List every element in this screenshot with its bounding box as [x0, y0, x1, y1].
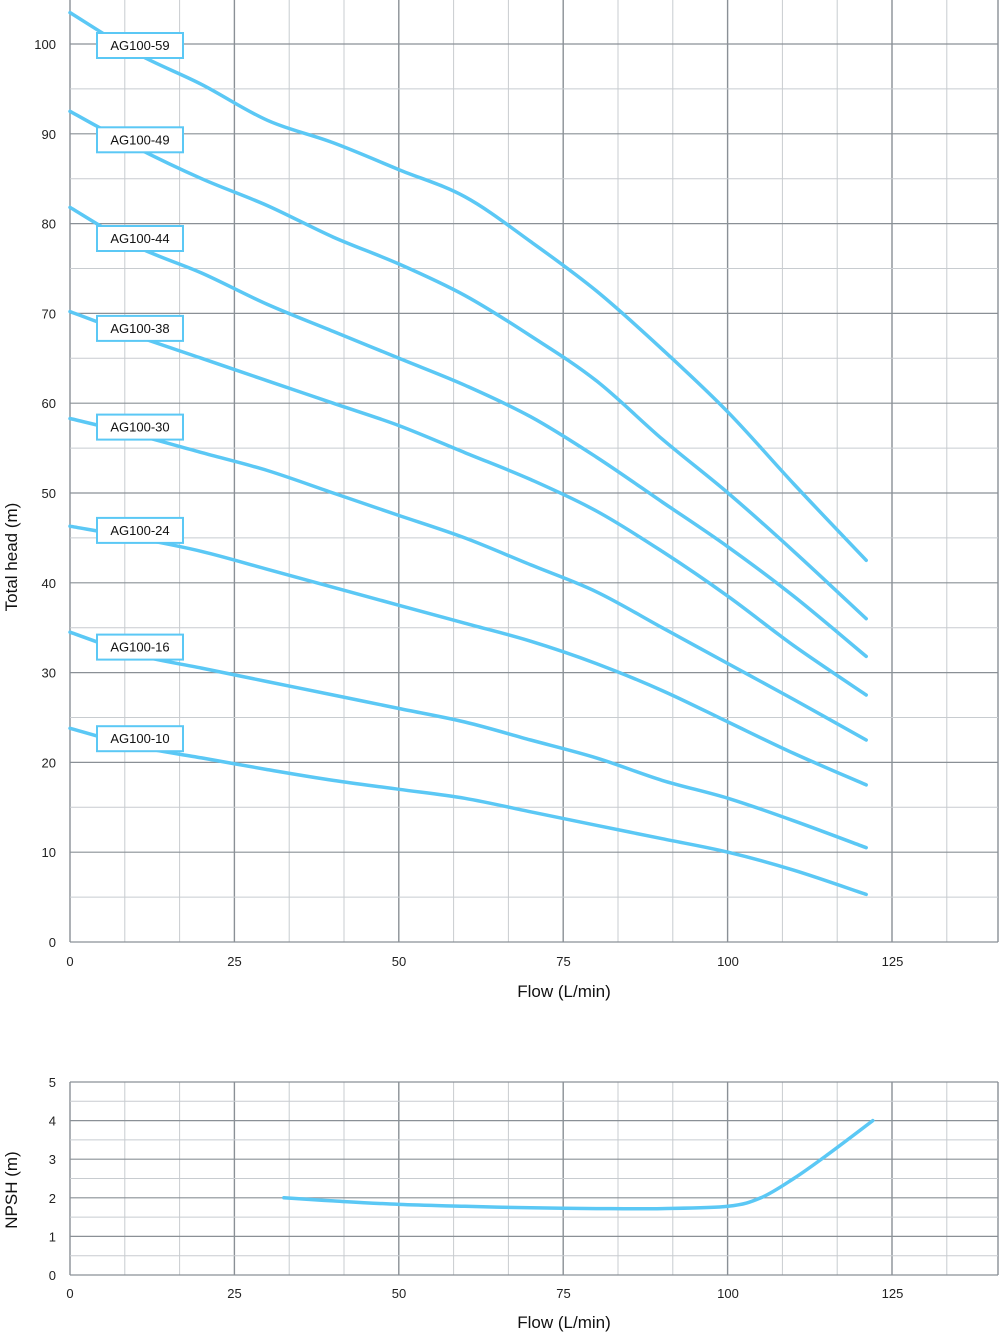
curve-label-text: AG100-44	[110, 231, 169, 246]
y-tick-label: 1	[49, 1229, 56, 1244]
curve-label-ag100-16: AG100-16	[96, 633, 184, 661]
curve-label-box	[96, 314, 184, 342]
npsh-chart-x-ticks: 0 25 50 75 100 125	[66, 1286, 903, 1301]
curve-label-ag100-10: AG100-10	[96, 725, 184, 753]
curve-label-ag100-38: AG100-38	[96, 314, 184, 342]
x-tick-label: 25	[227, 954, 241, 969]
curve-label-text: AG100-30	[110, 420, 169, 435]
npsh-curve	[282, 1118, 875, 1211]
curve-label-text: AG100-10	[110, 731, 169, 746]
x-tick-label: 100	[717, 954, 739, 969]
head-chart-y-axis-label: Total head (m)	[2, 503, 21, 612]
x-tick-label: 125	[882, 954, 904, 969]
x-tick-label: 75	[556, 954, 570, 969]
y-tick-label: 20	[42, 755, 56, 770]
x-tick-label: 50	[392, 1286, 406, 1301]
head-curve-ag100-38	[68, 309, 868, 697]
curve-label-text: AG100-49	[110, 132, 169, 147]
head-chart-x-ticks: 0 25 50 75 100 125	[66, 954, 903, 969]
npsh-chart-y-axis-label: NPSH (m)	[2, 1151, 21, 1228]
curve-label-box	[96, 633, 184, 661]
head-chart-curves	[68, 10, 868, 897]
y-tick-label: 5	[49, 1075, 56, 1090]
head-curve-chart: 0 10 20 30 40 50 60 70 80 90 100 0 25 50 75 100 125 AG1…	[2, 0, 999, 1001]
x-tick-label: 0	[66, 1286, 73, 1301]
y-tick-label: 0	[49, 1268, 56, 1283]
npsh-chart-x-axis-label: Flow (L/min)	[517, 1313, 611, 1332]
curve-label-text: AG100-59	[110, 38, 169, 53]
curve-label-ag100-49: AG100-49	[96, 126, 184, 154]
y-tick-label: 60	[42, 396, 56, 411]
head-chart-curve-labels: AG100-59 AG100-49 AG100-44 AG100-38 AG100-30…	[96, 32, 184, 753]
head-curve-ag100-49	[68, 109, 868, 621]
npsh-curve-chart: 0 1 2 3 4 5 0 25 50 75 100 125 Flow (L/min) NPSH (…	[2, 1075, 999, 1332]
head-curve-ag100-59	[68, 10, 868, 563]
head-curve-ag100-44	[68, 205, 868, 659]
y-tick-label: 10	[42, 845, 56, 860]
head-curve-ag100-30	[68, 416, 868, 742]
curve-label-box	[96, 413, 184, 441]
npsh-chart-y-ticks: 0 1 2 3 4 5	[49, 1075, 56, 1283]
head-curve-ag100-16	[68, 630, 868, 850]
head-chart-x-axis-label: Flow (L/min)	[517, 982, 611, 1001]
npsh-chart-grid	[69, 1081, 999, 1276]
y-tick-label: 80	[42, 217, 56, 232]
y-tick-label: 90	[42, 127, 56, 142]
head-curve-ag100-24	[68, 524, 868, 787]
curve-label-ag100-24: AG100-24	[96, 516, 184, 544]
x-tick-label: 100	[717, 1286, 739, 1301]
y-tick-label: 0	[49, 935, 56, 950]
curve-label-box	[96, 126, 184, 154]
npsh-chart-curves	[282, 1118, 875, 1211]
head-curve-ag100-10	[68, 726, 868, 897]
head-chart-y-ticks: 0 10 20 30 40 50 60 70 80 90 100	[34, 37, 56, 950]
y-tick-label: 3	[49, 1152, 56, 1167]
y-tick-label: 100	[34, 37, 56, 52]
x-tick-label: 0	[66, 954, 73, 969]
curve-label-ag100-44: AG100-44	[96, 225, 184, 252]
curve-label-text: AG100-38	[110, 321, 169, 336]
x-tick-label: 125	[882, 1286, 904, 1301]
y-tick-label: 40	[42, 576, 56, 591]
curve-label-text: AG100-24	[110, 523, 169, 538]
y-tick-label: 30	[42, 666, 56, 681]
x-tick-label: 75	[556, 1286, 570, 1301]
x-tick-label: 50	[392, 954, 406, 969]
curve-label-box	[96, 225, 184, 252]
curve-label-box	[96, 516, 184, 544]
curve-label-ag100-30: AG100-30	[96, 413, 184, 441]
curve-label-box	[96, 32, 184, 59]
head-chart-grid	[69, 0, 999, 943]
y-tick-label: 70	[42, 306, 56, 321]
curve-label-text: AG100-16	[110, 640, 169, 655]
x-tick-label: 25	[227, 1286, 241, 1301]
y-tick-label: 4	[49, 1114, 56, 1129]
curve-label-ag100-59: AG100-59	[96, 32, 184, 59]
y-tick-label: 50	[42, 486, 56, 501]
y-tick-label: 2	[49, 1191, 56, 1206]
curve-label-box	[96, 725, 184, 753]
